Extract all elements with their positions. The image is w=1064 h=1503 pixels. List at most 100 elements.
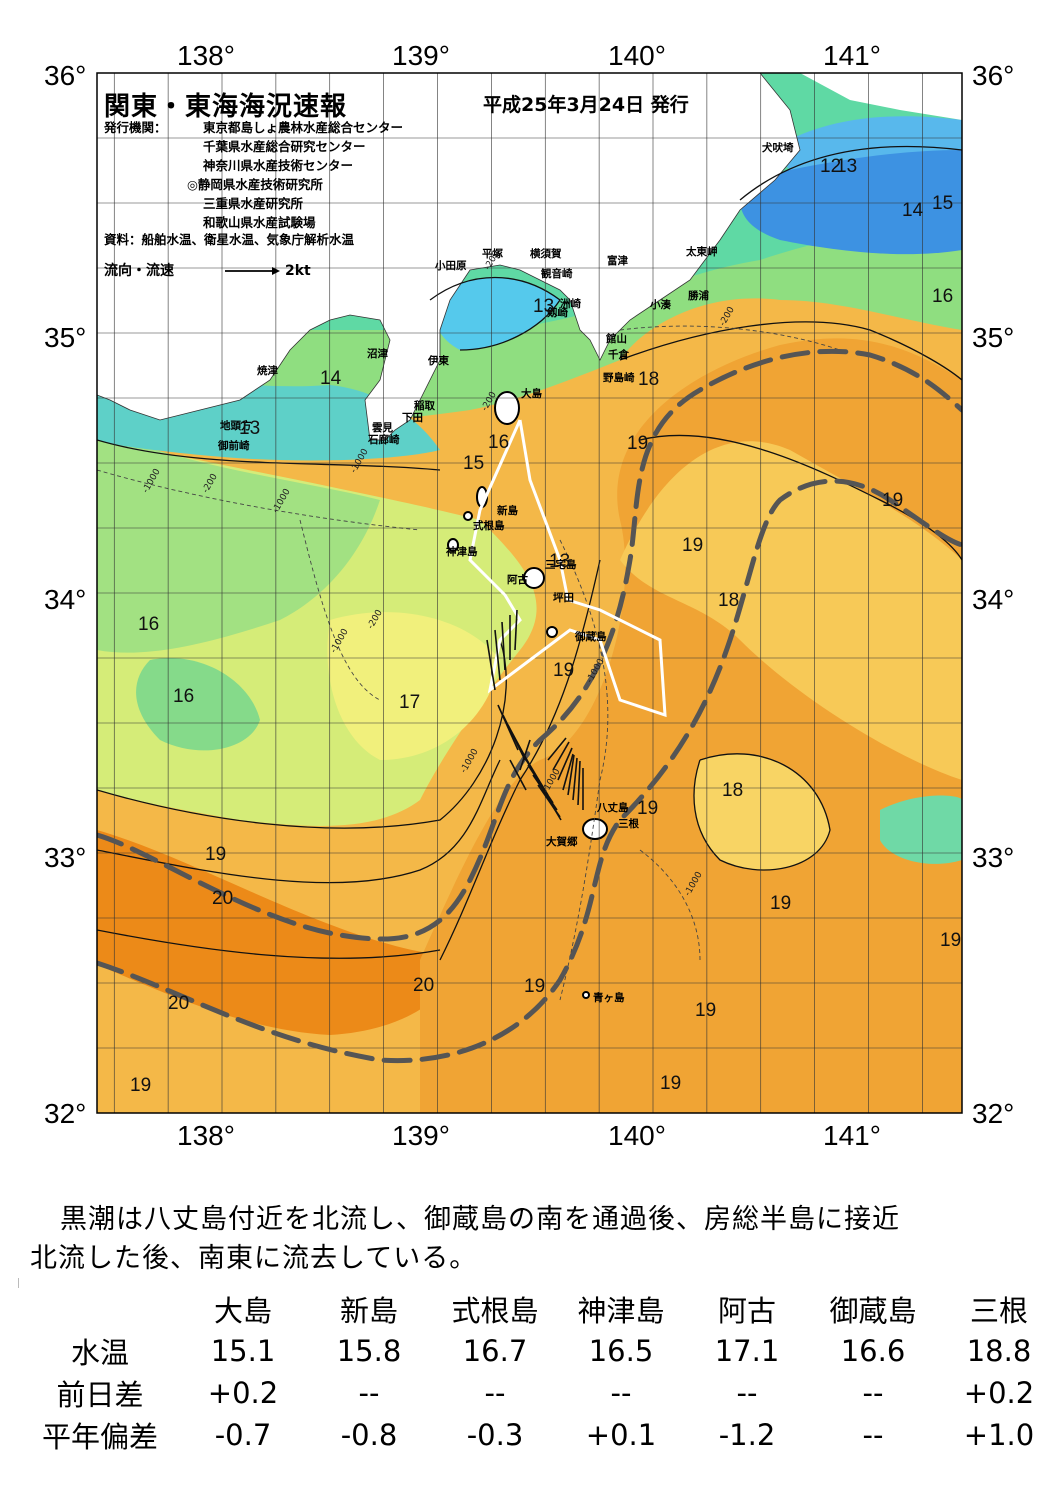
place-name-label: 千倉: [608, 349, 629, 361]
lon-label-140-bottom: 140°: [608, 1120, 666, 1151]
isotherm-value-label: 13: [533, 296, 555, 317]
table-cell: 15.1: [210, 1334, 276, 1368]
place-name-label: 太東岬: [686, 246, 718, 258]
place-name-label: 伊東: [428, 355, 449, 367]
place-name-label: 神津島: [446, 546, 478, 558]
summary-line-2: 北流した後、南東に流去している。: [30, 1243, 478, 1274]
isotherm-value-label: 13: [239, 418, 261, 439]
sst-13-zone: [430, 277, 560, 350]
table-header-row: 大島 新島 式根島 神津島 阿古 御蔵島 三根: [20, 1288, 1062, 1330]
place-name-label: 小田原: [435, 260, 467, 272]
issuer-2: 神奈川県水産技術センター: [203, 158, 354, 173]
isotherm-line: [97, 639, 507, 829]
isotherm-value-label: 19: [130, 1075, 152, 1096]
place-name-label: 富津: [607, 255, 628, 267]
lat-label-35-right: 35°: [972, 322, 1015, 353]
sst-17-eddy: [880, 795, 962, 864]
place-name-label: 小湊: [650, 299, 671, 311]
lon-label-138: 138°: [177, 40, 235, 71]
island-mikurajima: [546, 626, 558, 638]
column-header: 式根島: [451, 1294, 539, 1328]
place-name-label: 式根島: [473, 520, 505, 532]
island-kozushima: [447, 538, 459, 552]
column-header: 大島: [213, 1294, 272, 1328]
issuer-3: ◎静岡県水産技術研究所: [187, 177, 323, 192]
sst-13-ne: [770, 116, 962, 170]
lat-label-35: 35°: [44, 322, 87, 353]
column-header: 阿古: [717, 1294, 776, 1328]
table-cell: --: [484, 1376, 506, 1410]
table-cell: 15.8: [336, 1334, 402, 1368]
current-vector: [552, 741, 570, 771]
place-name-label: 御前崎: [218, 440, 250, 452]
place-name-label: 下田: [402, 412, 423, 424]
current-vector: [577, 760, 581, 806]
isotherm-value-label: 19: [682, 535, 704, 556]
place-name-label: 横須賀: [530, 248, 562, 260]
table-corner: [20, 1288, 180, 1330]
sst-20-zone: [97, 830, 449, 1035]
table-cell: 16.6: [840, 1334, 906, 1368]
table-cell: --: [736, 1376, 758, 1410]
row-label: 前日差: [56, 1378, 144, 1412]
lat-label-36-right: 36°: [972, 60, 1015, 91]
place-name-label: 三宅島: [545, 559, 577, 571]
lon-label-140: 140°: [608, 40, 666, 71]
lon-label-139: 139°: [392, 40, 450, 71]
place-name-label: 大賀郷: [546, 836, 578, 848]
isotherm-value-label: 20: [212, 888, 234, 909]
table-cell: +0.1: [585, 1418, 657, 1452]
issuer-1: 千葉県水産総合研究センター: [203, 139, 366, 154]
survey-track: [468, 419, 667, 718]
table-cell: +0.2: [963, 1376, 1035, 1410]
current-vector: [547, 737, 567, 761]
table-cell: --: [610, 1376, 632, 1410]
place-name-label: 八丈島: [597, 802, 629, 814]
isotherm-value-label: 19: [524, 976, 546, 997]
table-cell: +0.2: [207, 1376, 279, 1410]
place-name-label: 三根: [618, 818, 639, 830]
issuer-5: 和歌山県水産試験場: [203, 215, 316, 230]
data-source: 資料：船舶水温、衛星水温、気象庁解析水温: [104, 232, 355, 247]
isobath-line: [97, 469, 421, 531]
place-name-label: 犬吠埼: [762, 142, 794, 154]
sea-temperature-map: [96, 72, 963, 1114]
table-cell: --: [862, 1376, 884, 1410]
table-cell: +1.0: [963, 1418, 1035, 1452]
isotherm-value-label: 18: [718, 590, 740, 611]
map-title: 関東・東海海況速報: [104, 92, 348, 122]
sst-18-patch: [694, 753, 830, 870]
isotherm-value-label: 20: [413, 975, 435, 996]
kuroshio-axis-north: [97, 348, 962, 942]
current-vector: [514, 609, 518, 651]
island-miyakejima: [523, 567, 545, 589]
lat-label-34: 34°: [44, 584, 87, 615]
table-cell: 16.7: [462, 1334, 528, 1368]
isotherm-value-label: 13: [836, 156, 858, 177]
table-cell: 16.5: [588, 1334, 654, 1368]
isobath-line: [559, 539, 609, 1001]
current-vector: [497, 704, 519, 751]
row-label: 平年偏差: [41, 1420, 158, 1454]
isotherm-value-label: 19: [553, 660, 575, 681]
table-cell: -0.3: [466, 1418, 524, 1452]
table-cell: -0.8: [340, 1418, 398, 1452]
map-frame: [96, 72, 963, 1114]
isotherm-value-label: 18: [722, 780, 744, 801]
island-shikinejima: [463, 511, 473, 521]
issue-date: 平成25年3月24日 発行: [483, 94, 689, 116]
place-name-label: 野島崎: [603, 372, 635, 384]
sst-16-zone: [97, 430, 380, 653]
isotherm-value-label: 15: [463, 453, 485, 474]
lat-label-32: 32°: [44, 1098, 87, 1129]
isotherm-value-label: 19: [205, 844, 227, 865]
kuroshio-axis-south: [97, 478, 962, 1064]
isotherm-value-label: 16: [138, 614, 160, 635]
legend-arrow: [225, 267, 280, 275]
place-name-label: 坪田: [553, 592, 574, 604]
place-name-label: 新島: [497, 505, 518, 517]
column-header: 新島: [339, 1294, 398, 1328]
current-vector: [486, 639, 496, 691]
place-name-label: 剱崎: [547, 307, 568, 319]
place-name-label: 石廊崎: [368, 434, 400, 446]
